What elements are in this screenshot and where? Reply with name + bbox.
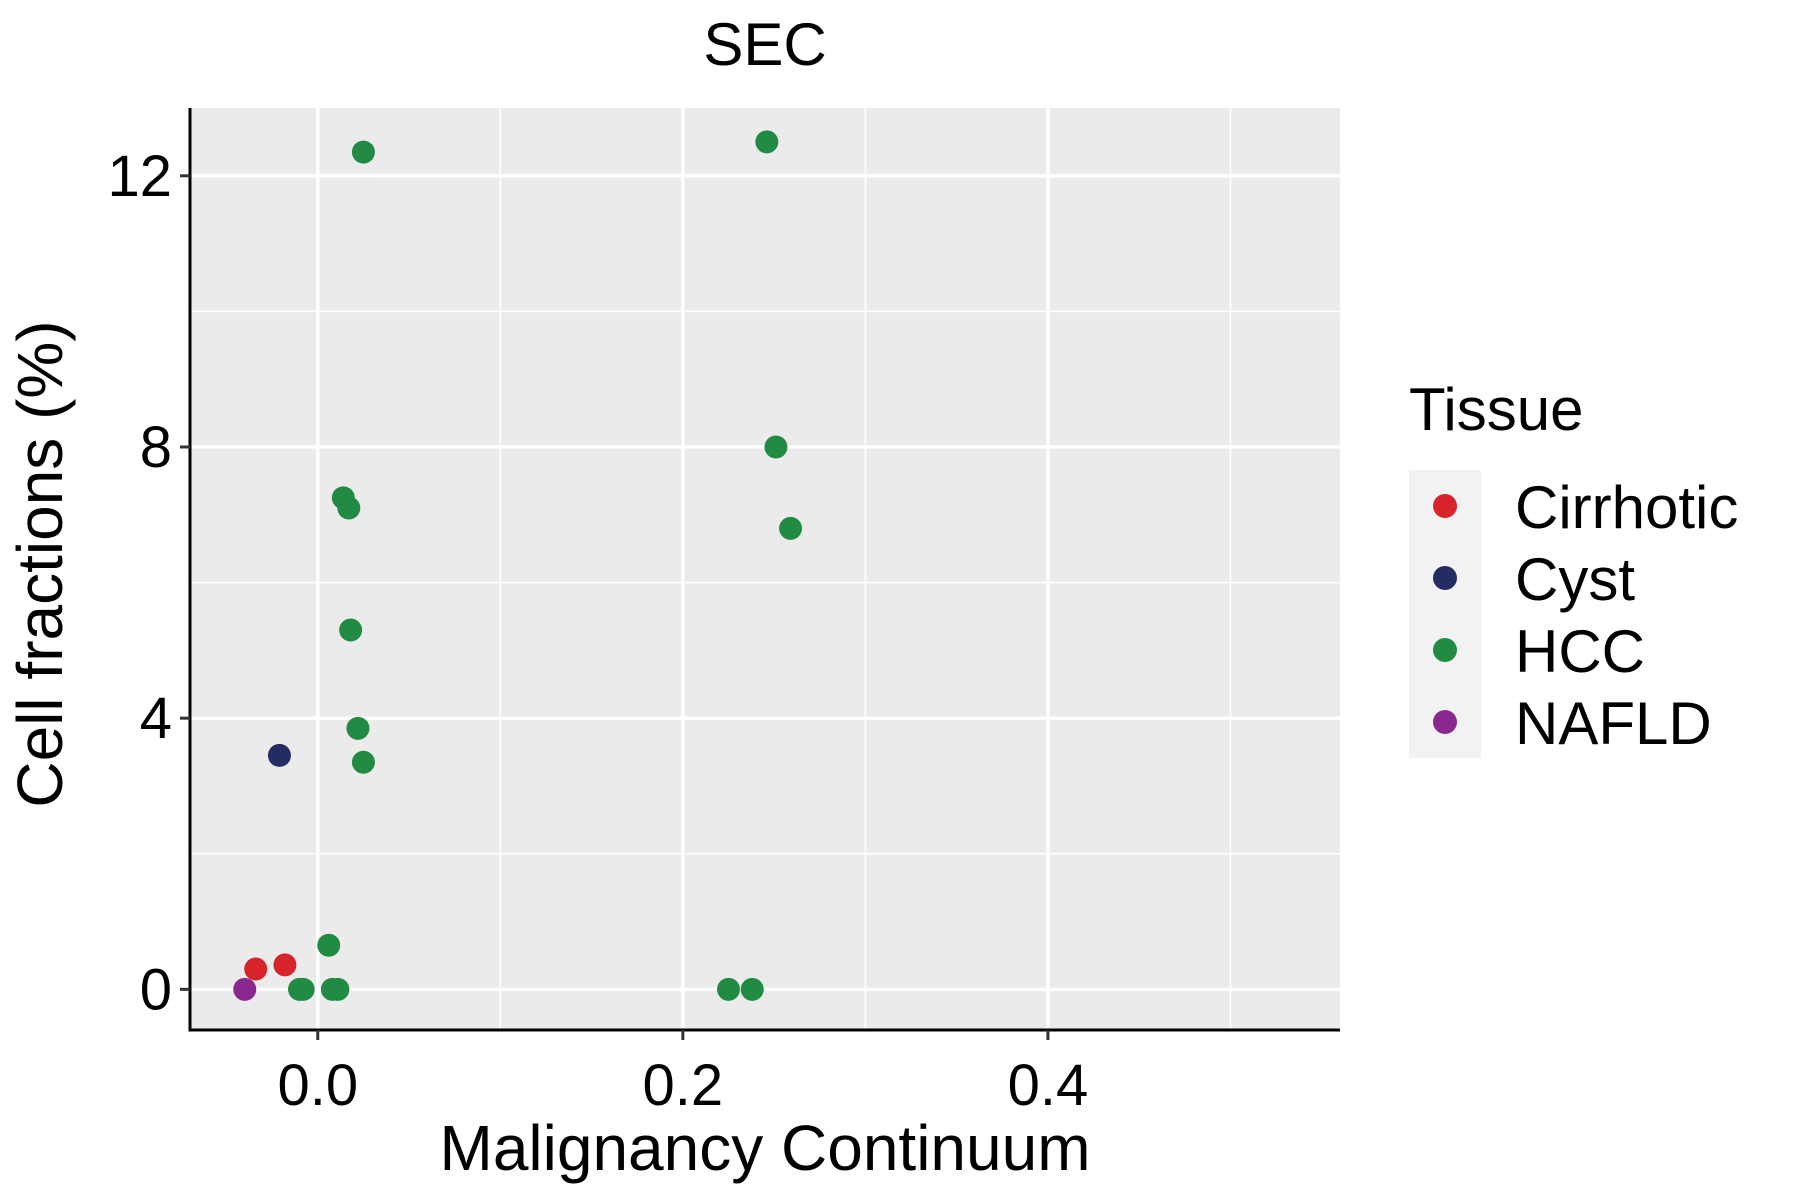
legend-label-cyst: Cyst [1515,546,1635,613]
point-hcc [317,933,341,957]
x-tick-label: 0.0 [277,1053,358,1118]
legend-key-nafld [1433,710,1457,734]
y-tick-label: 8 [140,415,172,480]
point-nafld [233,977,257,1001]
point-hcc [351,750,375,774]
point-hcc [337,496,361,520]
point-hcc [351,140,375,164]
legend-key-hcc [1433,638,1457,662]
y-tick-label: 12 [107,144,172,209]
point-hcc [291,977,315,1001]
point-hcc [716,977,740,1001]
plot-panel [190,108,1340,1030]
point-cirrhotic [244,957,268,981]
y-tick-labels: 0 4 8 12 [107,144,190,1022]
legend-label-nafld: NAFLD [1515,690,1712,757]
point-hcc [339,618,363,642]
x-tick-label: 0.2 [643,1053,724,1118]
data-points [233,130,803,1001]
chart-title: SEC [703,11,826,78]
y-tick-label: 0 [140,957,172,1022]
x-axis-title: Malignancy Continuum [440,1112,1091,1184]
legend-title: Tissue [1409,376,1584,443]
legend-key-cyst [1433,566,1457,590]
grid-lines [190,108,1340,1030]
legend-label-hcc: HCC [1515,618,1645,685]
point-hcc [779,516,803,540]
y-tick-label: 4 [140,686,172,751]
point-hcc [740,977,764,1001]
point-hcc [755,130,779,154]
point-cyst [267,743,291,767]
point-hcc [764,435,788,459]
point-hcc [326,977,350,1001]
point-cirrhotic [273,953,297,977]
y-axis-title: Cell fractions (%) [4,320,76,807]
x-tick-labels: 0.0 0.2 0.4 [277,1030,1088,1118]
legend-key-cirrhotic [1433,494,1457,518]
axes [188,108,1340,1032]
point-hcc [346,716,370,740]
legend-label-cirrhotic: Cirrhotic [1515,474,1738,541]
x-tick-label: 0.4 [1008,1053,1089,1118]
